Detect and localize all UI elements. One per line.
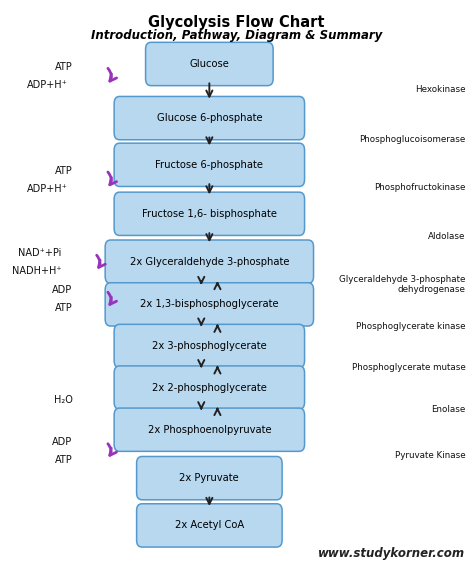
Text: Phosphoglucoisomerase: Phosphoglucoisomerase [359,135,465,144]
Text: Pyruvate Kinase: Pyruvate Kinase [395,451,465,460]
Text: 2x Pyruvate: 2x Pyruvate [180,473,239,483]
Text: NADH+H⁺: NADH+H⁺ [11,266,61,276]
FancyBboxPatch shape [114,192,305,235]
FancyBboxPatch shape [105,240,313,283]
Text: Aldolase: Aldolase [428,232,465,241]
Text: ADP: ADP [52,285,73,295]
Text: NAD⁺+Pi: NAD⁺+Pi [18,248,61,258]
Text: H₂O: H₂O [54,395,73,405]
FancyArrowPatch shape [108,292,117,305]
Text: Phosphoglycerate mutase: Phosphoglycerate mutase [352,363,465,372]
FancyBboxPatch shape [105,283,313,326]
Text: Introduction, Pathway, Diagram & Summary: Introduction, Pathway, Diagram & Summary [91,29,382,42]
FancyBboxPatch shape [146,42,273,86]
Text: ATP: ATP [55,303,73,313]
Text: Glucose: Glucose [190,59,229,69]
FancyBboxPatch shape [114,324,305,368]
Text: ADP: ADP [52,436,73,447]
Text: Hexokinase: Hexokinase [415,84,465,94]
Text: Glyceraldehyde 3-phosphate
dehydrogenase: Glyceraldehyde 3-phosphate dehydrogenase [339,275,465,294]
FancyArrowPatch shape [108,172,117,185]
Text: www.studykorner.com: www.studykorner.com [318,547,465,560]
Text: 2x Glyceraldehyde 3-phosphate: 2x Glyceraldehyde 3-phosphate [129,257,289,266]
FancyArrowPatch shape [108,444,117,455]
FancyBboxPatch shape [137,504,282,547]
Text: Glycolysis Flow Chart: Glycolysis Flow Chart [148,16,325,31]
FancyArrowPatch shape [108,68,117,81]
Text: 2x 1,3-bisphosphoglycerate: 2x 1,3-bisphosphoglycerate [140,299,279,309]
Text: Enolase: Enolase [431,405,465,414]
FancyBboxPatch shape [114,366,305,409]
Text: Fructose 6-phosphate: Fructose 6-phosphate [155,160,264,170]
Text: 2x 2-phosphoglycerate: 2x 2-phosphoglycerate [152,383,267,392]
Text: Glucose 6-phosphate: Glucose 6-phosphate [156,113,262,123]
Text: ATP: ATP [55,62,73,72]
Text: Phosphoglycerate kinase: Phosphoglycerate kinase [356,321,465,331]
FancyArrowPatch shape [97,255,105,268]
FancyBboxPatch shape [114,408,305,451]
Text: Phosphofructokinase: Phosphofructokinase [374,183,465,192]
Text: ATP: ATP [55,165,73,176]
FancyBboxPatch shape [114,143,305,187]
Text: 2x 3-phosphoglycerate: 2x 3-phosphoglycerate [152,341,267,351]
FancyBboxPatch shape [114,97,305,140]
Text: ADP+H⁺: ADP+H⁺ [27,80,68,90]
Text: ATP: ATP [55,455,73,465]
Text: Fructose 1,6- bisphosphate: Fructose 1,6- bisphosphate [142,209,277,219]
Text: 2x Phosphoenolpyruvate: 2x Phosphoenolpyruvate [147,425,271,435]
Text: ADP+H⁺: ADP+H⁺ [27,184,68,194]
FancyBboxPatch shape [137,457,282,500]
Text: 2x Acetyl CoA: 2x Acetyl CoA [175,520,244,531]
